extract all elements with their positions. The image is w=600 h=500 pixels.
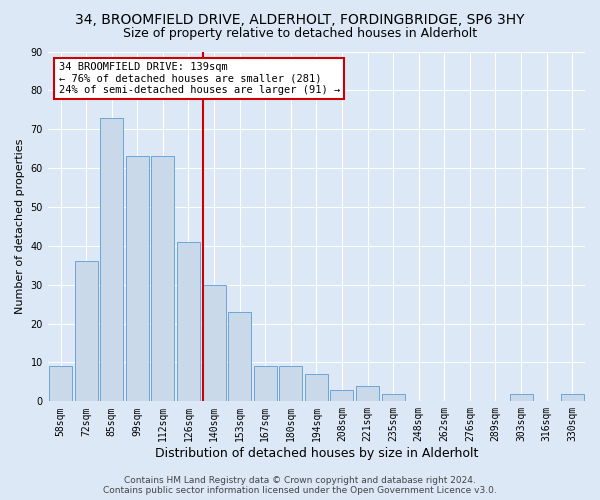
Bar <box>280 366 302 402</box>
Bar <box>177 242 200 402</box>
Bar <box>560 394 584 402</box>
Bar <box>100 118 123 402</box>
Bar <box>126 156 149 402</box>
Text: Size of property relative to detached houses in Alderholt: Size of property relative to detached ho… <box>123 28 477 40</box>
Bar <box>49 366 72 402</box>
Bar <box>151 156 175 402</box>
Bar <box>228 312 251 402</box>
Text: Contains HM Land Registry data © Crown copyright and database right 2024.
Contai: Contains HM Land Registry data © Crown c… <box>103 476 497 495</box>
Text: 34, BROOMFIELD DRIVE, ALDERHOLT, FORDINGBRIDGE, SP6 3HY: 34, BROOMFIELD DRIVE, ALDERHOLT, FORDING… <box>75 12 525 26</box>
X-axis label: Distribution of detached houses by size in Alderholt: Distribution of detached houses by size … <box>155 447 478 460</box>
Bar <box>509 394 533 402</box>
Text: 34 BROOMFIELD DRIVE: 139sqm
← 76% of detached houses are smaller (281)
24% of se: 34 BROOMFIELD DRIVE: 139sqm ← 76% of det… <box>59 62 340 95</box>
Bar <box>305 374 328 402</box>
Bar <box>254 366 277 402</box>
Bar <box>331 390 353 402</box>
Bar <box>356 386 379 402</box>
Bar <box>382 394 404 402</box>
Bar <box>74 262 98 402</box>
Y-axis label: Number of detached properties: Number of detached properties <box>15 138 25 314</box>
Bar <box>203 284 226 402</box>
